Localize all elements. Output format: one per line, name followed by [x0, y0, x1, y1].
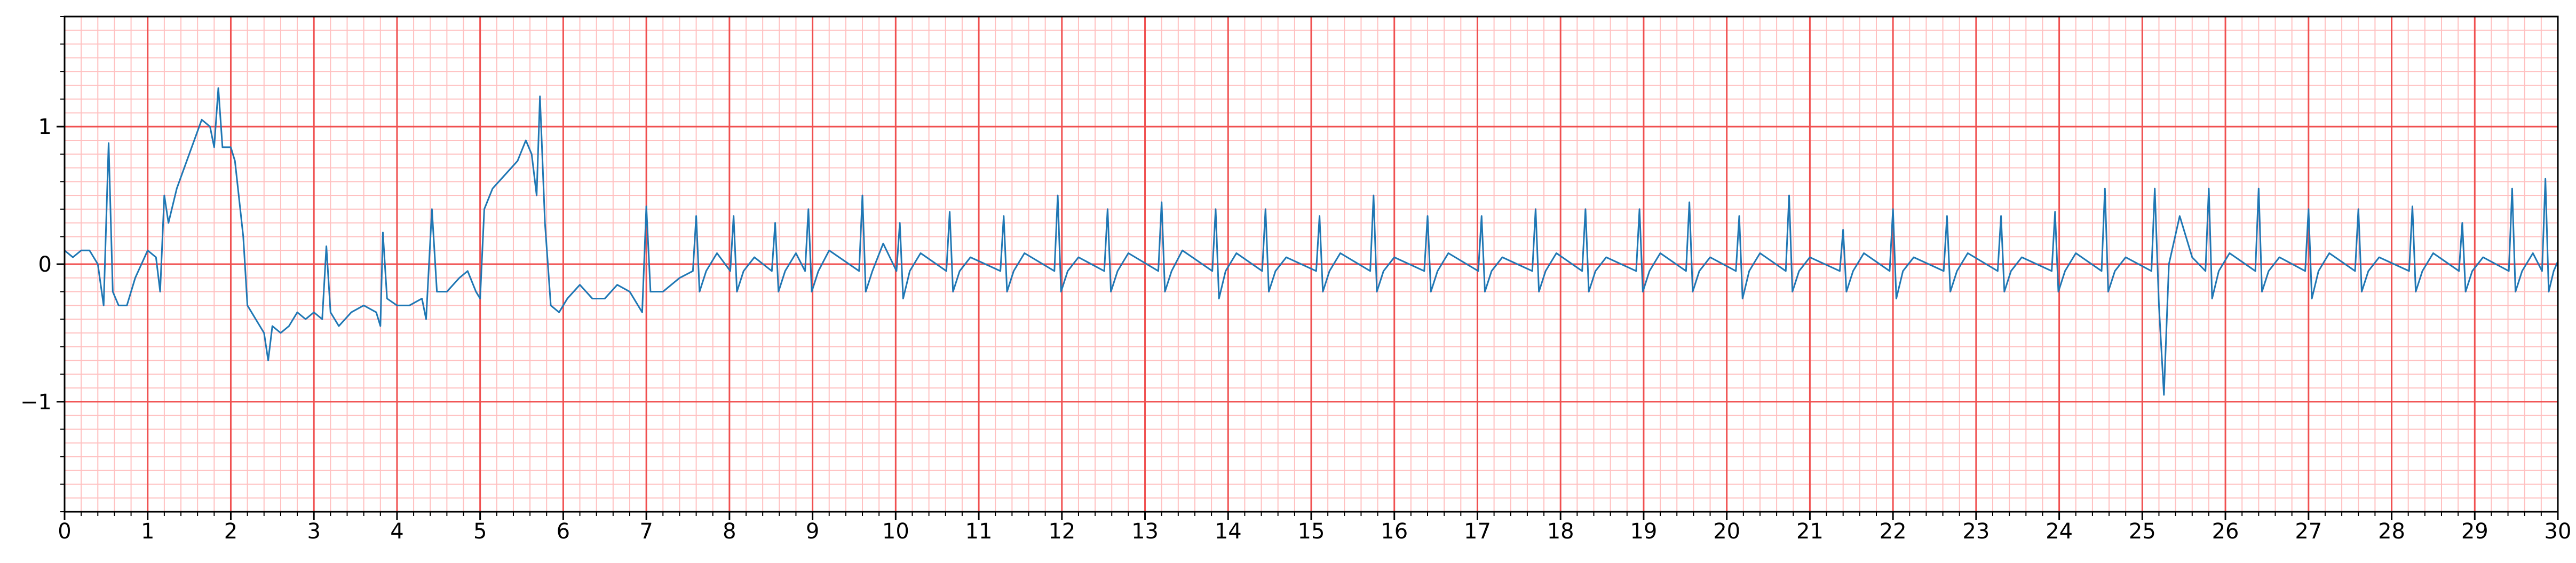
x-tick-label: 8: [723, 519, 736, 544]
x-tick-label: 14: [1215, 519, 1242, 544]
x-tick-label: 23: [1962, 519, 1990, 544]
x-tick-label: 30: [2545, 519, 2572, 544]
y-tick-label: −1: [20, 390, 52, 415]
x-tick-label: 25: [2129, 519, 2156, 544]
x-tick-label: 29: [2461, 519, 2488, 544]
x-tick-label: 1: [141, 519, 154, 544]
signal-line: [64, 87, 2559, 396]
x-tick-label: 19: [1630, 519, 1657, 544]
x-tick-label: 7: [639, 519, 653, 544]
x-tick-label: 21: [1796, 519, 1824, 544]
x-tick-label: 22: [1880, 519, 1907, 544]
x-tick-label: 24: [2046, 519, 2073, 544]
x-tick-label: 15: [1298, 519, 1325, 544]
x-tick-label: 16: [1381, 519, 1408, 544]
plot-frame: [64, 15, 2559, 513]
x-tick-label: 3: [307, 519, 320, 544]
x-tick-label: 17: [1464, 519, 1491, 544]
x-tick-label: 20: [1713, 519, 1740, 544]
y-tick-label: 0: [38, 252, 52, 277]
x-tick-label: 2: [224, 519, 237, 544]
x-tick-label: 27: [2295, 519, 2322, 544]
x-tick-label: 5: [473, 519, 487, 544]
x-tick-label: 13: [1131, 519, 1159, 544]
x-tick-label: 0: [58, 519, 71, 544]
y-tick-label: 1: [38, 115, 52, 139]
x-tick-label: 12: [1048, 519, 1075, 544]
x-tick-label: 6: [557, 519, 570, 544]
x-tick-label: 10: [882, 519, 909, 544]
x-tick-label: 9: [806, 519, 819, 544]
x-tick-label: 18: [1547, 519, 1574, 544]
x-tick-label: 28: [2378, 519, 2405, 544]
x-tick-label: 11: [965, 519, 993, 544]
x-tick-label: 26: [2212, 519, 2239, 544]
x-tick-label: 4: [390, 519, 403, 544]
